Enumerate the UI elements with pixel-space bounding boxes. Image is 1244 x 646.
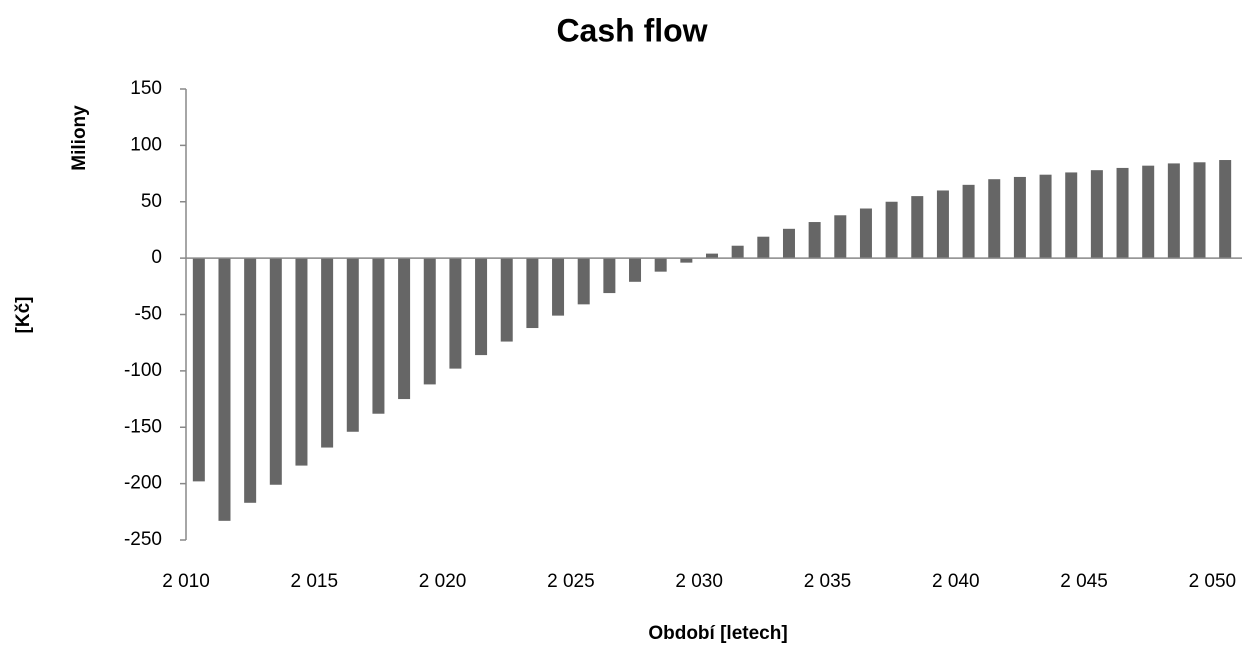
bar (911, 196, 924, 259)
y-tick-label: 150 (130, 78, 162, 99)
bar (321, 258, 334, 448)
x-tick-label: 2 030 (675, 571, 723, 592)
y-axis-unit: [Kč] (13, 297, 34, 334)
bar (475, 258, 488, 356)
bar (244, 258, 257, 503)
bar (757, 236, 770, 259)
bar (1065, 172, 1078, 259)
bar (731, 245, 744, 259)
bar (629, 258, 642, 282)
bar (1167, 163, 1180, 259)
bar (936, 190, 949, 259)
bar (577, 258, 590, 305)
bar (526, 258, 539, 329)
y-tick-label: -150 (124, 416, 162, 437)
y-tick-label: 0 (151, 247, 162, 268)
bar (449, 258, 462, 369)
bar (295, 258, 308, 466)
bar (1219, 160, 1232, 259)
bar (654, 258, 667, 272)
bar (1039, 174, 1052, 259)
x-tick-label: 2 035 (804, 571, 852, 592)
bar (680, 258, 693, 263)
bar (1193, 162, 1206, 259)
bar (423, 258, 436, 385)
bar (1116, 167, 1129, 259)
x-tick-label: 2 045 (1060, 571, 1108, 592)
x-tick-label: 2 050 (1189, 571, 1237, 592)
chart-title: Cash flow (556, 12, 707, 48)
bar (885, 201, 898, 259)
bar (372, 258, 385, 414)
bar (859, 208, 872, 259)
x-tick-label: 2 010 (162, 571, 210, 592)
bar (962, 184, 975, 259)
bar (603, 258, 616, 294)
bar (1090, 170, 1103, 259)
y-tick-label: -50 (135, 304, 162, 325)
bar (834, 215, 847, 259)
bar (782, 228, 795, 259)
bar (346, 258, 359, 432)
bar (706, 253, 718, 259)
x-tick-label: 2 025 (547, 571, 595, 592)
bar (1142, 165, 1155, 259)
bar (192, 258, 205, 482)
bar (808, 222, 821, 259)
y-tick-label: -250 (124, 529, 162, 550)
bar (398, 258, 411, 400)
x-tick-label: 2 015 (291, 571, 339, 592)
bar (1013, 176, 1026, 259)
y-tick-label: 50 (141, 191, 162, 212)
bar (269, 258, 282, 485)
bar (500, 258, 513, 342)
y-tick-label: 100 (130, 134, 162, 155)
y-tick-label: -200 (124, 473, 162, 494)
x-axis-label: Období [letech] (648, 623, 787, 644)
y-tick-label: -100 (124, 360, 162, 381)
x-tick-label: 2 020 (419, 571, 467, 592)
bar (988, 179, 1001, 259)
bar (552, 258, 565, 316)
y-axis-label: Miliony (69, 105, 90, 171)
x-tick-label: 2 040 (932, 571, 980, 592)
bar (218, 258, 231, 521)
